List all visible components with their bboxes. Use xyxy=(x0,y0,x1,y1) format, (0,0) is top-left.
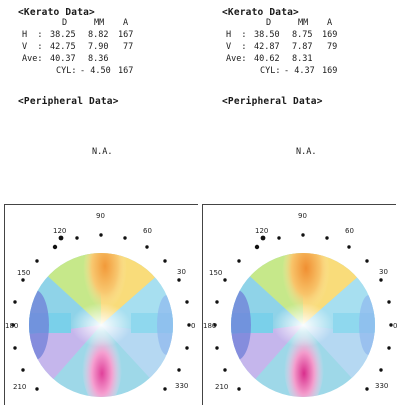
value-mm: 8.36 xyxy=(88,54,109,64)
value-d: 38.25 xyxy=(50,30,76,40)
value-mm: 8.31 xyxy=(292,54,313,64)
row-label: CYL: xyxy=(56,66,77,76)
value-a: 79 xyxy=(327,42,338,52)
axis-label-30: 30 xyxy=(177,268,186,276)
axis-label-210: 210 xyxy=(215,383,228,391)
kerato-row-ave: Ave: 40.62 8.31 xyxy=(226,54,312,65)
row-label: H : xyxy=(226,30,247,40)
left-eye-panel: <Kerato Data> D MM A H : 38.25 8.82 167 … xyxy=(0,0,200,405)
value-a: 77 xyxy=(123,42,134,52)
kerato-row-v: V : 42.75 7.90 77 xyxy=(22,42,133,53)
axis-label-150: 150 xyxy=(209,269,222,277)
axis-label-180: 180 xyxy=(5,322,18,330)
axis-labels: 90 120 60 150 30 180 0 210 330 xyxy=(5,212,195,391)
axis-label-60: 60 xyxy=(143,227,152,235)
cyl-value: - 4.50 xyxy=(80,66,111,76)
corneal-map-frame: 90 120 60 150 30 180 0 210 330 xyxy=(4,204,198,405)
peripheral-data-title: <Peripheral Data> xyxy=(18,96,119,107)
right-eye-panel: <Kerato Data> D MM A H : 38.50 8.75 169 … xyxy=(200,0,400,405)
value-a: 167 xyxy=(118,66,134,76)
header-d: D xyxy=(62,18,68,28)
cyl-value: - 4.37 xyxy=(284,66,315,76)
peripheral-value: N.A. xyxy=(92,147,113,157)
axis-label-180: 180 xyxy=(203,322,216,330)
corneal-topography-map: 90 120 60 150 30 180 0 210 330 xyxy=(5,212,195,397)
row-label: V : xyxy=(22,42,43,52)
axis-label-60: 60 xyxy=(345,227,354,235)
header-mm: MM xyxy=(94,18,105,28)
value-mm: 8.75 xyxy=(292,30,313,40)
kerato-row-v: V : 42.87 7.87 79 xyxy=(226,42,337,53)
kerato-row-ave: Ave: 40.37 8.36 xyxy=(22,54,108,65)
peripheral-value: N.A. xyxy=(296,147,317,157)
color-map xyxy=(29,253,173,397)
axis-label-330: 330 xyxy=(375,382,388,390)
kerato-row-cyl: CYL: - 4.37 169 xyxy=(226,66,337,77)
kerato-header-row: D MM A xyxy=(226,18,332,29)
peripheral-data-title: <Peripheral Data> xyxy=(222,96,323,107)
value-a: 169 xyxy=(322,30,338,40)
value-a: 169 xyxy=(322,66,338,76)
axis-label-0: 0 xyxy=(393,322,397,330)
axis-marker-dots xyxy=(11,233,191,391)
value-a: 167 xyxy=(118,30,134,40)
axis-label-150: 150 xyxy=(17,269,30,277)
axis-label-0: 0 xyxy=(191,322,195,330)
kerato-data-title: <Kerato Data> xyxy=(222,7,299,18)
row-label: Ave: xyxy=(22,54,43,64)
axis-label-330: 330 xyxy=(175,382,188,390)
kerato-row-h: H : 38.50 8.75 169 xyxy=(226,30,337,41)
value-d: 42.87 xyxy=(254,42,280,52)
axis-label-120: 120 xyxy=(53,227,66,235)
value-mm: 7.87 xyxy=(292,42,313,52)
corneal-topography-map: 90 120 60 150 30 180 0 210 330 xyxy=(203,212,397,397)
value-d: 40.37 xyxy=(50,54,76,64)
row-label: Ave: xyxy=(226,54,247,64)
header-mm: MM xyxy=(298,18,309,28)
value-mm: 7.90 xyxy=(88,42,109,52)
kerato-row-cyl: CYL: - 4.50 167 xyxy=(22,66,133,77)
axis-label-90: 90 xyxy=(298,212,307,220)
header-a: A xyxy=(123,18,129,28)
axis-label-30: 30 xyxy=(379,268,388,276)
value-d: 38.50 xyxy=(254,30,280,40)
value-d: 40.62 xyxy=(254,54,280,64)
header-d: D xyxy=(266,18,272,28)
kerato-header-row: D MM A xyxy=(22,18,128,29)
kerato-data-title: <Kerato Data> xyxy=(18,7,95,18)
value-mm: 8.82 xyxy=(88,30,109,40)
row-label: H : xyxy=(22,30,43,40)
color-map xyxy=(231,253,375,397)
corneal-map-frame: 90 120 60 150 30 180 0 210 330 xyxy=(202,204,397,405)
axis-labels: 90 120 60 150 30 180 0 210 330 xyxy=(203,212,397,391)
header-a: A xyxy=(327,18,333,28)
axis-label-90: 90 xyxy=(96,212,105,220)
value-d: 42.75 xyxy=(50,42,76,52)
axis-marker-dots xyxy=(213,233,393,391)
row-label: CYL: xyxy=(260,66,281,76)
kerato-row-h: H : 38.25 8.82 167 xyxy=(22,30,133,41)
row-label: V : xyxy=(226,42,247,52)
axis-label-120: 120 xyxy=(255,227,268,235)
axis-label-210: 210 xyxy=(13,383,26,391)
